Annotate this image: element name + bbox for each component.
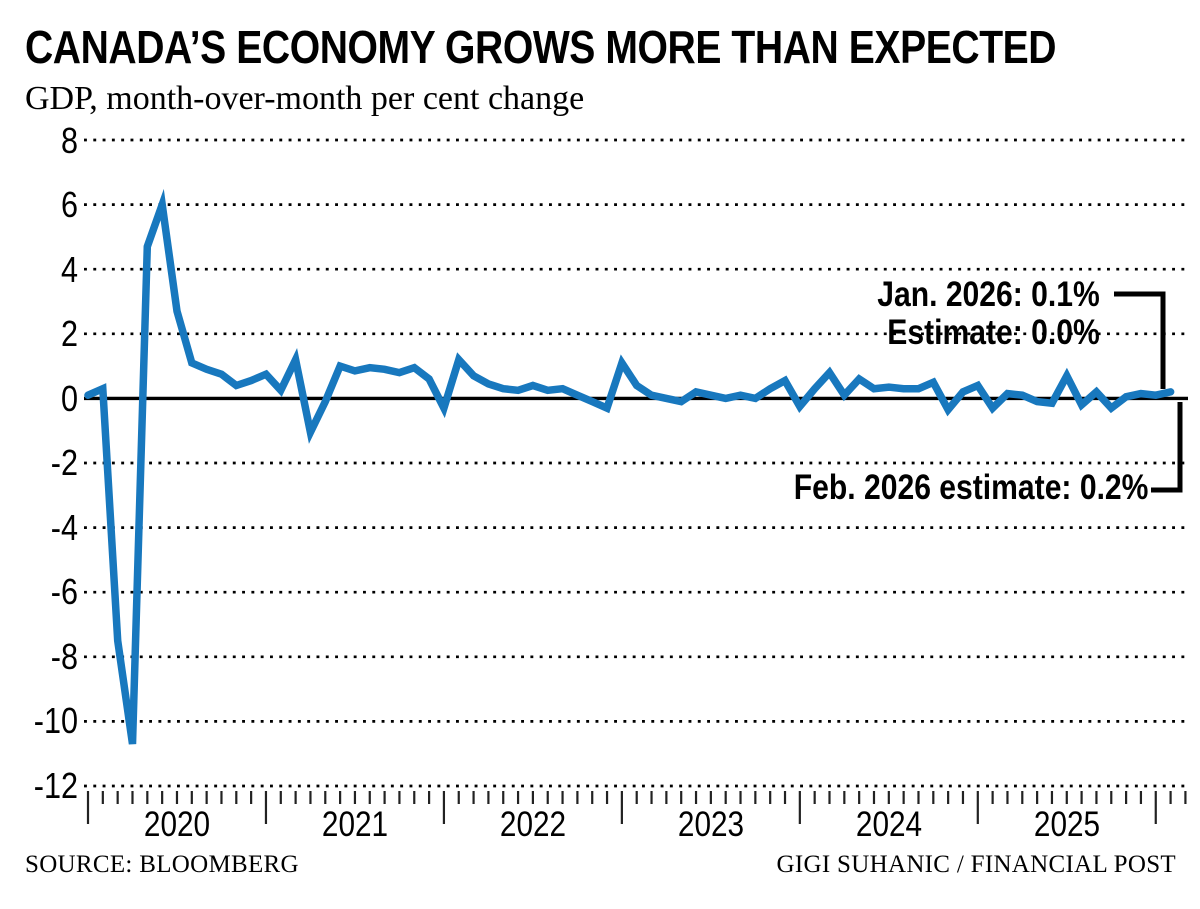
annotation-jan-2026-actual: Jan. 2026: 0.1% <box>877 275 1100 314</box>
callout-jan-2026 <box>1114 291 1166 389</box>
gdp-line-group <box>84 188 1175 745</box>
y-axis-label-0: 0 <box>60 378 78 419</box>
callout-feb-2026 <box>1151 402 1183 493</box>
month-ticks <box>86 791 1187 824</box>
y-axis-label-n6: -6 <box>50 571 78 612</box>
y-axis-label-4: 4 <box>60 249 78 290</box>
annotation-jan-2026-estimate: Estimate: 0.0% <box>887 313 1100 352</box>
page-title: CANADA’S ECONOMY GROWS MORE THAN EXPECTE… <box>25 21 1057 73</box>
y-axis-label-8: 8 <box>60 120 78 161</box>
x-axis-label-2025: 2025 <box>1033 805 1101 844</box>
y-axis-label-n10: -10 <box>33 700 78 741</box>
y-axis-label-n2: -2 <box>50 442 78 483</box>
gridlines <box>84 138 1188 788</box>
callout-lines <box>1114 291 1183 493</box>
x-axis-label-2021: 2021 <box>321 805 389 844</box>
annotation-jan-2026: Jan. 2026: 0.1% Estimate: 0.0% <box>877 276 1100 352</box>
gdp-line <box>84 188 1175 745</box>
y-axis-label-n4: -4 <box>50 507 78 548</box>
y-axis-label-6: 6 <box>60 184 78 225</box>
annotation-feb-2026-estimate: Feb. 2026 estimate: 0.2% <box>793 468 1148 507</box>
page-subtitle: GDP, month-over-month per cent change <box>25 80 585 117</box>
x-axis-label-2023: 2023 <box>677 805 745 844</box>
y-axis-label-n12: -12 <box>33 765 78 806</box>
x-axis-label-2020: 2020 <box>143 805 211 844</box>
author-credit: GIGI SUHANIC / FINANCIAL POST <box>776 851 1176 878</box>
y-axis-label-2: 2 <box>60 313 78 354</box>
source-credit: SOURCE: BLOOMBERG <box>25 851 299 878</box>
x-axis-label-2022: 2022 <box>499 805 567 844</box>
x-axis-label-2024: 2024 <box>855 805 923 844</box>
y-axis-label-n8: -8 <box>50 636 78 677</box>
